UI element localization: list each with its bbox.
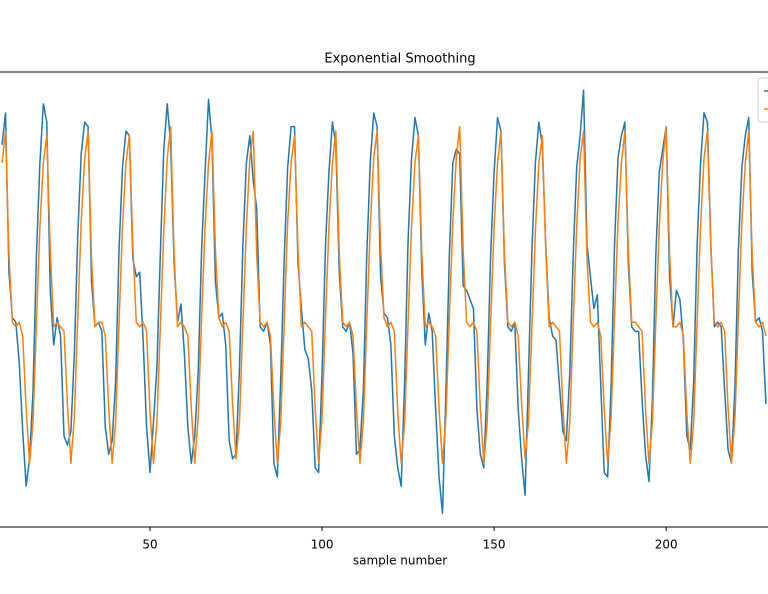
x-tick-label: 200 (655, 538, 678, 552)
x-tick-label: 50 (142, 538, 157, 552)
x-axis-label: sample number (353, 554, 447, 568)
chart-title: Exponential Smoothing (324, 52, 475, 67)
x-tick-label: 100 (311, 538, 334, 552)
series-line (1, 125, 767, 465)
legend-box (757, 77, 768, 123)
series-line (1, 89, 767, 515)
x-tick-label: 150 (483, 538, 506, 552)
